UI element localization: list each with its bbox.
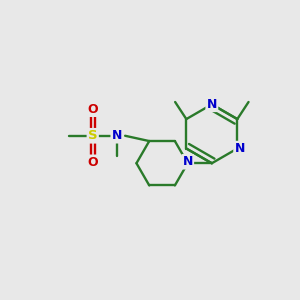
Text: N: N [112, 129, 122, 142]
Text: N: N [235, 142, 245, 155]
Text: S: S [88, 129, 98, 142]
Text: O: O [87, 103, 98, 116]
Text: O: O [87, 156, 98, 169]
Text: N: N [207, 98, 217, 111]
Text: N: N [182, 155, 193, 168]
